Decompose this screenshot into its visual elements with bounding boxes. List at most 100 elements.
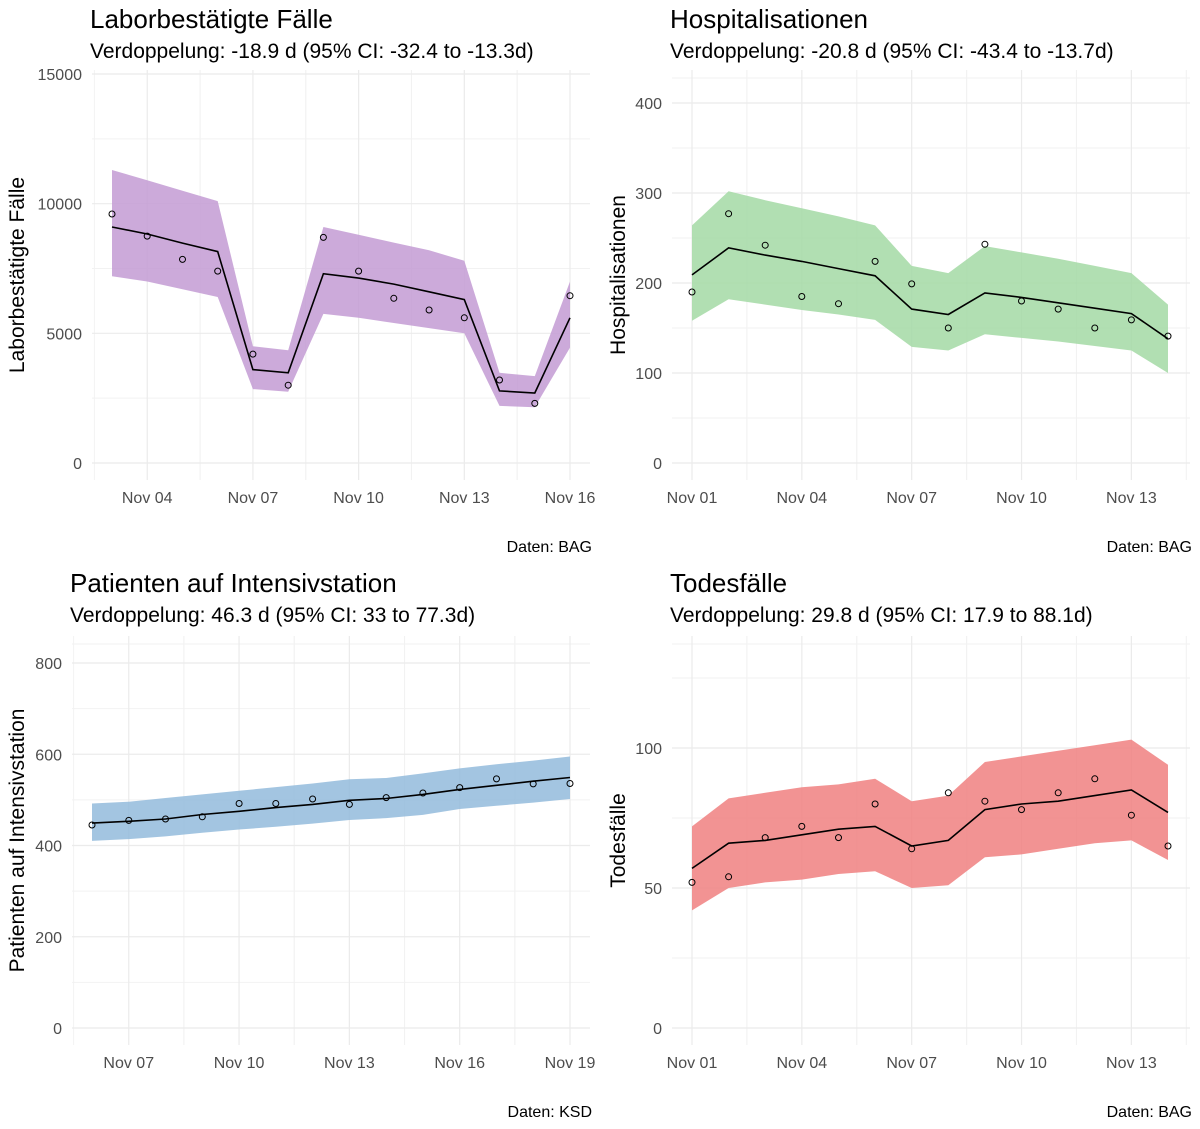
fitted-line bbox=[111, 226, 571, 394]
data-point bbox=[798, 293, 806, 300]
x-tick-label: Nov 04 bbox=[776, 490, 827, 507]
data-point bbox=[908, 280, 916, 288]
data-point bbox=[1018, 297, 1025, 305]
data-point bbox=[390, 294, 398, 302]
data-point bbox=[309, 795, 317, 803]
chart-title: Patienten auf Intensivstation bbox=[70, 568, 397, 598]
data-point bbox=[355, 267, 363, 275]
confidence-band bbox=[112, 170, 570, 408]
x-tick-label: Nov 13 bbox=[324, 1055, 375, 1072]
y-tick-label: 0 bbox=[73, 456, 82, 473]
data-point bbox=[835, 300, 842, 308]
data-point bbox=[944, 324, 952, 332]
data-point bbox=[1054, 305, 1062, 313]
y-tick-label: 0 bbox=[653, 456, 662, 473]
confidence-band bbox=[92, 756, 570, 841]
data-point bbox=[284, 381, 292, 389]
data-point bbox=[125, 816, 133, 824]
data-point bbox=[272, 800, 280, 807]
x-tick-label: Nov 13 bbox=[1106, 490, 1157, 507]
x-tick-label: Nov 10 bbox=[214, 1055, 265, 1072]
data-point bbox=[981, 797, 989, 805]
data-point bbox=[143, 232, 151, 240]
x-tick-label: Nov 13 bbox=[439, 490, 490, 507]
x-tick-label: Nov 13 bbox=[1106, 1055, 1157, 1072]
data-point bbox=[1164, 332, 1172, 340]
fitted-line bbox=[91, 776, 571, 824]
data-point bbox=[1091, 775, 1099, 783]
data-point bbox=[249, 350, 257, 358]
data-point bbox=[88, 821, 96, 829]
chart-subtitle: Verdoppelung: -20.8 d (95% CI: -43.4 to … bbox=[670, 40, 1114, 63]
chart-title: Hospitalisationen bbox=[670, 4, 868, 34]
data-point bbox=[566, 292, 574, 300]
chart-panel-4: 0 50 100 Nov 01 Nov 04 Nov 07 Nov 10 Nov 13 Tode… bbox=[607, 568, 1192, 1121]
data-source-caption: Daten: BAG bbox=[1107, 539, 1192, 556]
y-axis-label: Patienten auf Intensivstation bbox=[6, 709, 29, 973]
data-point bbox=[493, 775, 500, 783]
y-tick-label: 10000 bbox=[38, 197, 83, 214]
y-tick-label: 600 bbox=[35, 747, 62, 764]
data-point bbox=[108, 210, 116, 218]
y-tick-label: 300 bbox=[635, 186, 662, 203]
data-point bbox=[835, 834, 842, 842]
data-point bbox=[319, 233, 327, 241]
chart-title: Todesfälle bbox=[670, 568, 787, 598]
data-point bbox=[1127, 316, 1135, 324]
data-source-caption: Daten: KSD bbox=[508, 1104, 592, 1121]
data-point bbox=[688, 878, 696, 886]
x-tick-label: Nov 10 bbox=[333, 490, 384, 507]
y-tick-label: 400 bbox=[635, 96, 662, 113]
y-tick-label: 15000 bbox=[38, 67, 83, 84]
data-point bbox=[235, 800, 243, 807]
y-tick-label: 100 bbox=[635, 741, 662, 758]
x-tick-label: Nov 10 bbox=[996, 1055, 1047, 1072]
y-tick-label: 200 bbox=[635, 276, 662, 293]
x-tick-label: Nov 07 bbox=[228, 490, 279, 507]
y-tick-label: 200 bbox=[35, 930, 62, 947]
data-point bbox=[179, 255, 186, 263]
y-tick-label: 5000 bbox=[46, 326, 82, 343]
data-point bbox=[456, 784, 464, 792]
data-point bbox=[214, 267, 222, 275]
data-point bbox=[198, 813, 206, 821]
data-point bbox=[529, 780, 537, 788]
chart-panel-1: 0 5000 10000 15000 Nov 04 Nov 07 Nov 10 Nov 13 N… bbox=[6, 4, 595, 556]
data-point bbox=[1018, 806, 1025, 814]
data-point bbox=[531, 399, 539, 407]
data-point bbox=[908, 845, 916, 853]
y-tick-label: 400 bbox=[35, 839, 62, 856]
data-point bbox=[798, 822, 806, 830]
chart-panel-3: 0 200 400 600 800 Nov 07 Nov 10 Nov 13 Nov 16 Nov… bbox=[6, 568, 595, 1121]
x-tick-label: Nov 10 bbox=[996, 490, 1047, 507]
x-tick-label: Nov 16 bbox=[434, 1055, 485, 1072]
x-tick-label: Nov 07 bbox=[103, 1055, 154, 1072]
x-tick-label: Nov 07 bbox=[886, 1055, 937, 1072]
data-point bbox=[871, 800, 879, 808]
data-point bbox=[1054, 789, 1062, 797]
data-point bbox=[871, 257, 879, 265]
data-point bbox=[460, 314, 468, 322]
data-point bbox=[566, 780, 574, 787]
data-source-caption: Daten: BAG bbox=[507, 539, 592, 556]
data-point bbox=[981, 240, 989, 248]
data-point bbox=[162, 815, 169, 823]
chart-subtitle: Verdoppelung: 46.3 d (95% CI: 33 to 77.3… bbox=[70, 604, 475, 627]
x-tick-label: Nov 19 bbox=[545, 1055, 596, 1072]
x-tick-label: Nov 04 bbox=[122, 490, 173, 507]
data-point bbox=[725, 210, 733, 218]
x-tick-label: Nov 04 bbox=[776, 1055, 827, 1072]
chart-panel-2: 0 100 200 300 400 Nov 01 Nov 04 Nov 07 Nov 10 Nov… bbox=[607, 4, 1192, 556]
y-tick-label: 100 bbox=[635, 366, 662, 383]
chart-title: Laborbestätigte Fälle bbox=[90, 4, 333, 34]
data-point bbox=[496, 376, 503, 384]
chart-subtitle: Verdoppelung: 29.8 d (95% CI: 17.9 to 88… bbox=[670, 604, 1093, 627]
y-tick-label: 50 bbox=[644, 881, 662, 898]
y-tick-label: 0 bbox=[53, 1021, 62, 1038]
data-point bbox=[419, 789, 427, 797]
data-point bbox=[382, 794, 390, 802]
y-axis-label: Hospitalisationen bbox=[607, 195, 630, 355]
data-point bbox=[688, 288, 696, 296]
x-tick-label: Nov 01 bbox=[667, 490, 718, 507]
